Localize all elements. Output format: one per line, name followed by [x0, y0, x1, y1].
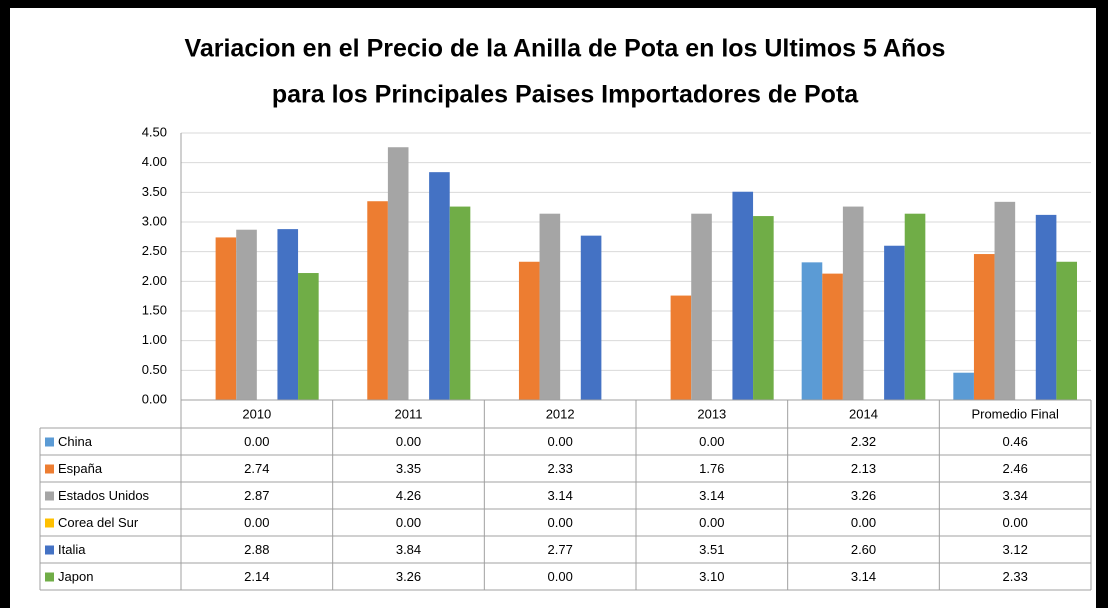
- y-tick-label: 0.50: [142, 362, 167, 377]
- x-tick-label: 2014: [849, 406, 878, 421]
- bar: [580, 235, 602, 400]
- x-tick-label: Promedio Final: [971, 406, 1059, 421]
- bar: [429, 172, 450, 400]
- table-cell: 2.13: [851, 461, 876, 476]
- table-cell: 0.00: [699, 434, 724, 449]
- bar: [236, 229, 257, 400]
- legend-label: Estados Unidos: [58, 488, 150, 503]
- table-cell: 0.00: [396, 434, 421, 449]
- y-tick-label: 2.50: [142, 243, 167, 258]
- legend-key: [45, 518, 54, 528]
- bar: [973, 254, 995, 400]
- table-cell: 3.26: [396, 569, 421, 584]
- bar: [539, 213, 561, 400]
- bar: [801, 262, 823, 400]
- table-cell: 2.87: [244, 488, 269, 503]
- bar: [367, 201, 388, 400]
- bar: [842, 206, 864, 400]
- table-cell: 3.14: [548, 488, 573, 503]
- bar: [215, 237, 237, 400]
- table-cell: 3.12: [1003, 542, 1028, 557]
- x-tick-label: 2013: [697, 406, 726, 421]
- table-cell: 4.26: [396, 488, 421, 503]
- legend-label: China: [58, 434, 93, 449]
- legend-key: [45, 491, 54, 501]
- table-cell: 0.00: [1003, 515, 1028, 530]
- y-tick-label: 4.00: [142, 154, 167, 169]
- y-tick-label: 1.50: [142, 302, 167, 317]
- table-cell: 3.14: [699, 488, 724, 503]
- table-cell: 2.74: [244, 461, 269, 476]
- y-tick-label: 1.00: [142, 332, 167, 347]
- table-cell: 0.00: [548, 434, 573, 449]
- bar: [732, 191, 754, 400]
- table-cell: 2.33: [548, 461, 573, 476]
- y-tick-label: 0.00: [142, 391, 167, 406]
- table-cell: 1.76: [699, 461, 724, 476]
- table-cell: 0.00: [244, 515, 269, 530]
- table-cell: 2.46: [1003, 461, 1028, 476]
- legend-label: Japon: [58, 569, 93, 584]
- table-cell: 0.00: [548, 569, 573, 584]
- table-cell: 0.00: [851, 515, 876, 530]
- table-cell: 3.26: [851, 488, 876, 503]
- table-cell: 2.33: [1003, 569, 1028, 584]
- y-tick-label: 3.00: [142, 213, 167, 228]
- table-cell: 3.35: [396, 461, 421, 476]
- table-cell: 2.77: [548, 542, 573, 557]
- table-cell: 2.88: [244, 542, 269, 557]
- table-cell: 2.32: [851, 434, 876, 449]
- table-cell: 3.34: [1003, 488, 1028, 503]
- bar: [277, 229, 299, 400]
- chart-title: para los Principales Paises Importadores…: [272, 81, 859, 109]
- bar: [298, 273, 319, 400]
- legend-label: España: [58, 461, 103, 476]
- legend-label: Italia: [58, 542, 86, 557]
- legend-key: [45, 545, 54, 555]
- legend-key: [45, 464, 54, 474]
- bar: [994, 201, 1016, 400]
- legend-key: [45, 572, 54, 582]
- table-cell: 0.00: [548, 515, 573, 530]
- x-tick-label: 2010: [242, 406, 271, 421]
- table-cell: 3.51: [699, 542, 724, 557]
- bar: [691, 213, 712, 400]
- legend-key: [45, 437, 54, 447]
- bar: [884, 245, 905, 400]
- table-cell: 0.46: [1003, 434, 1028, 449]
- table-cell: 0.00: [396, 515, 421, 530]
- x-tick-label: 2012: [546, 406, 575, 421]
- table-cell: 0.00: [699, 515, 724, 530]
- table-cell: 2.14: [244, 569, 269, 584]
- table-cell: 2.60: [851, 542, 876, 557]
- table-cell: 3.14: [851, 569, 876, 584]
- bar: [753, 216, 774, 400]
- bar: [449, 206, 471, 400]
- table-cell: 0.00: [244, 434, 269, 449]
- bar: [953, 372, 974, 400]
- table-cell: 3.10: [699, 569, 724, 584]
- y-tick-label: 4.50: [142, 124, 167, 139]
- x-tick-label: 2011: [395, 406, 423, 421]
- chart-title: Variacion en el Precio de la Anilla de P…: [185, 35, 946, 63]
- y-tick-label: 2.00: [142, 273, 167, 288]
- table-cell: 3.84: [396, 542, 421, 557]
- bar: [1035, 214, 1057, 400]
- y-tick-label: 3.50: [142, 184, 167, 199]
- bar: [670, 295, 692, 400]
- bar: [518, 261, 540, 400]
- bar: [387, 147, 409, 400]
- bar: [904, 213, 926, 400]
- bar: [1056, 261, 1077, 400]
- bar: [822, 273, 843, 400]
- legend-label: Corea del Sur: [58, 515, 139, 530]
